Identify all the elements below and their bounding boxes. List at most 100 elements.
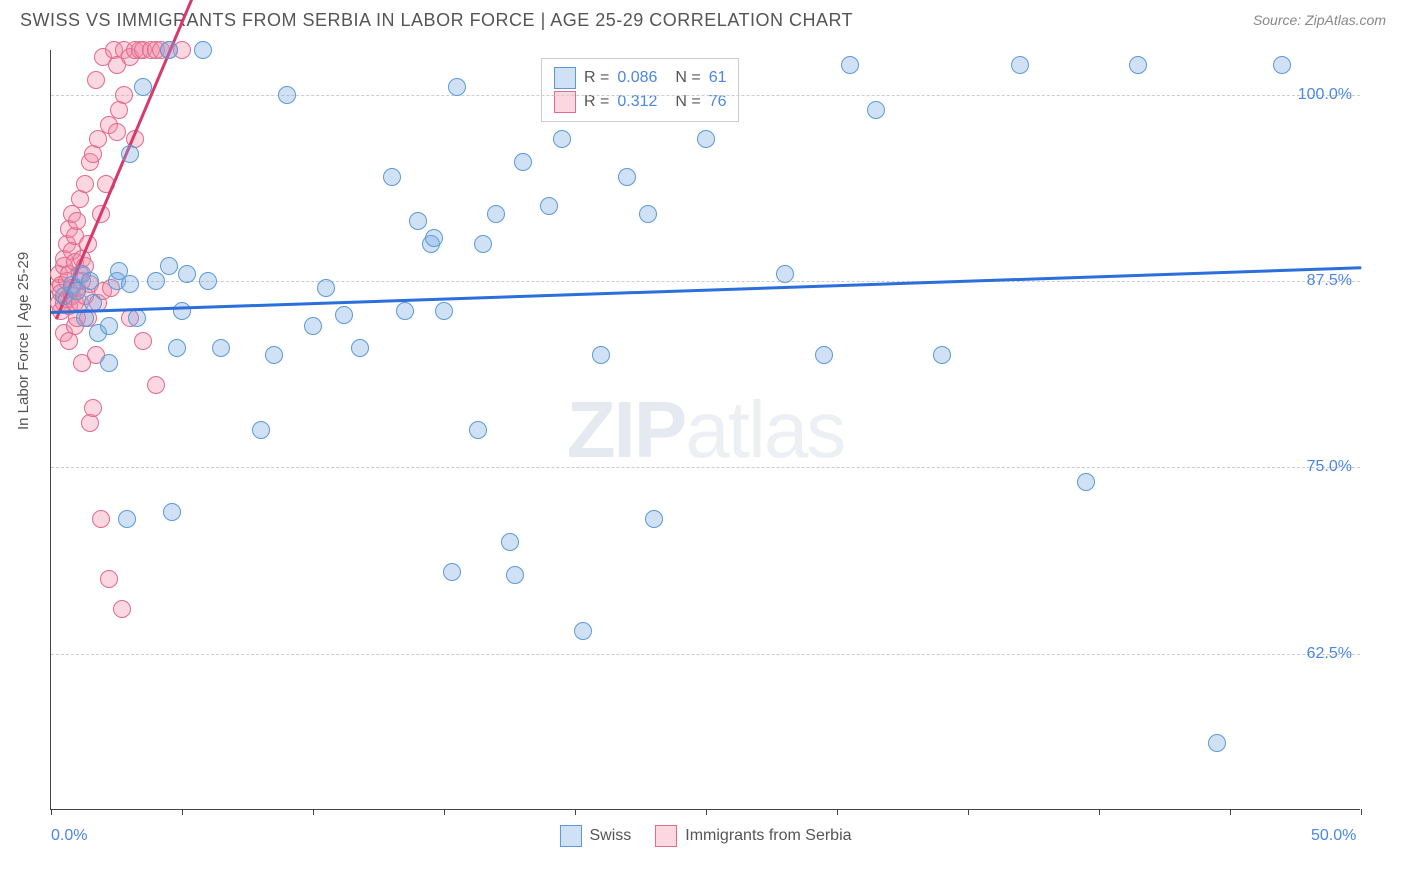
swiss-point (383, 168, 401, 186)
swiss-point (435, 302, 453, 320)
swiss-point (592, 346, 610, 364)
swiss-point (335, 306, 353, 324)
swiss-point (118, 510, 136, 528)
y-tick-label: 75.0% (1307, 458, 1352, 476)
swiss-point (168, 339, 186, 357)
y-axis-label: In Labor Force | Age 25-29 (15, 252, 32, 430)
x-tick (968, 809, 969, 815)
swiss-point (501, 533, 519, 551)
swiss-swatch-icon (559, 825, 581, 847)
swiss-point (351, 339, 369, 357)
swiss-point (425, 229, 443, 247)
swiss-point (317, 279, 335, 297)
gridline (51, 654, 1360, 655)
x-tick (837, 809, 838, 815)
gridline (51, 281, 1360, 282)
swiss-point (128, 309, 146, 327)
swiss-point (1208, 734, 1226, 752)
serbia-point (134, 332, 152, 350)
swiss-point (1077, 473, 1095, 491)
x-tick (51, 809, 52, 815)
swiss-point (469, 421, 487, 439)
chart-title: SWISS VS IMMIGRANTS FROM SERBIA IN LABOR… (20, 10, 853, 30)
swiss-point (121, 145, 139, 163)
swiss-point (474, 235, 492, 253)
swiss-trendline (51, 266, 1361, 313)
swiss-swatch-icon (554, 67, 576, 89)
swiss-point (252, 421, 270, 439)
swiss-point (160, 41, 178, 59)
scatter-plot: ZIPatlas R = 0.086 N = 61 R = 0.312 N = … (50, 50, 1360, 810)
swiss-point (278, 86, 296, 104)
legend-item-serbia: Immigrants from Serbia (655, 825, 851, 847)
y-tick-label: 100.0% (1298, 86, 1352, 104)
swiss-point (645, 510, 663, 528)
swiss-point (173, 302, 191, 320)
serbia-point (76, 175, 94, 193)
swiss-point (574, 622, 592, 640)
swiss-point (639, 205, 657, 223)
swiss-point (100, 317, 118, 335)
swiss-point (212, 339, 230, 357)
gridline (51, 467, 1360, 468)
x-tick (706, 809, 707, 815)
series-legend: Swiss Immigrants from Serbia (559, 825, 851, 847)
stats-row-swiss: R = 0.086 N = 61 (554, 67, 726, 89)
swiss-point (194, 41, 212, 59)
y-tick-label: 62.5% (1307, 645, 1352, 663)
x-tick (1361, 809, 1362, 815)
watermark: ZIPatlas (567, 384, 844, 476)
legend-item-swiss: Swiss (559, 825, 631, 847)
x-tick (313, 809, 314, 815)
swiss-point (160, 257, 178, 275)
serbia-point (113, 600, 131, 618)
x-tick-label: 50.0% (1311, 827, 1356, 845)
serbia-swatch-icon (655, 825, 677, 847)
swiss-point (506, 566, 524, 584)
swiss-point (396, 302, 414, 320)
swiss-point (134, 78, 152, 96)
y-tick-label: 87.5% (1307, 272, 1352, 290)
swiss-point (841, 56, 859, 74)
swiss-point (618, 168, 636, 186)
swiss-point (199, 272, 217, 290)
swiss-point (540, 197, 558, 215)
serbia-point (92, 510, 110, 528)
serbia-point (68, 212, 86, 230)
swiss-point (147, 272, 165, 290)
x-tick-label: 0.0% (51, 827, 87, 845)
serbia-point (108, 123, 126, 141)
gridline (51, 95, 1360, 96)
swiss-point (487, 205, 505, 223)
serbia-point (87, 71, 105, 89)
swiss-point (867, 101, 885, 119)
x-tick (182, 809, 183, 815)
swiss-point (265, 346, 283, 364)
x-tick (444, 809, 445, 815)
swiss-point (1273, 56, 1291, 74)
swiss-point (443, 563, 461, 581)
serbia-point (100, 570, 118, 588)
swiss-point (304, 317, 322, 335)
swiss-point (100, 354, 118, 372)
x-tick (1230, 809, 1231, 815)
serbia-point (89, 130, 107, 148)
swiss-point (514, 153, 532, 171)
swiss-point (178, 265, 196, 283)
swiss-point (815, 346, 833, 364)
x-tick (575, 809, 576, 815)
swiss-point (81, 272, 99, 290)
x-tick (1099, 809, 1100, 815)
serbia-point (115, 86, 133, 104)
swiss-point (697, 130, 715, 148)
swiss-point (448, 78, 466, 96)
serbia-point (147, 376, 165, 394)
swiss-point (1129, 56, 1147, 74)
swiss-point (163, 503, 181, 521)
swiss-point (1011, 56, 1029, 74)
stats-legend: R = 0.086 N = 61 R = 0.312 N = 76 (541, 58, 739, 122)
swiss-point (409, 212, 427, 230)
source-citation: Source: ZipAtlas.com (1253, 12, 1386, 28)
swiss-point (933, 346, 951, 364)
swiss-point (553, 130, 571, 148)
